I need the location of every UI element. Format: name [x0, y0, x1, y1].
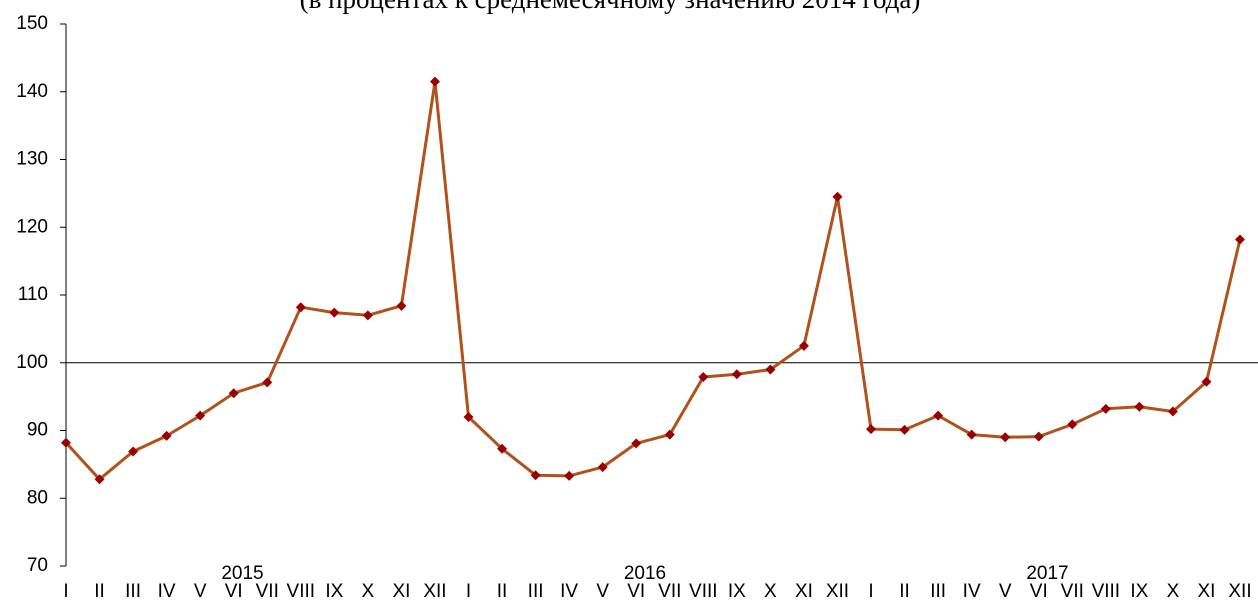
x-tick-label: IX	[1130, 581, 1148, 602]
data-marker	[564, 470, 575, 481]
x-tick-label: IV	[158, 581, 176, 602]
data-marker	[262, 377, 273, 388]
data-marker	[765, 364, 776, 375]
y-tick-label: 140	[16, 81, 48, 102]
x-group-label: 2017	[1026, 563, 1068, 584]
x-tick-label: X	[362, 581, 375, 602]
data-marker	[228, 388, 239, 399]
data-marker	[933, 410, 944, 421]
x-group-label: 2015	[221, 563, 263, 584]
data-marker	[798, 340, 809, 351]
x-tick-label: XII	[1228, 581, 1251, 602]
data-marker	[497, 443, 508, 454]
data-marker	[94, 474, 105, 485]
x-tick-label: VI	[225, 581, 243, 602]
x-tick-label: I	[63, 581, 68, 602]
x-tick-label: IV	[560, 581, 578, 602]
data-marker	[128, 446, 139, 457]
x-tick-label: XI	[392, 581, 410, 602]
x-tick-label: V	[194, 581, 207, 602]
y-tick-label: 80	[27, 487, 48, 508]
x-tick-label: X	[1167, 581, 1180, 602]
data-marker	[530, 470, 541, 481]
x-tick-label: XI	[795, 581, 813, 602]
x-tick-label: VI	[627, 581, 645, 602]
data-marker	[1235, 234, 1245, 245]
y-tick-label: 130	[16, 149, 48, 170]
y-tick-label: 90	[27, 420, 48, 441]
x-tick-label: III	[930, 581, 946, 602]
data-marker	[899, 424, 910, 435]
data-marker	[597, 462, 608, 473]
data-marker	[396, 300, 407, 311]
x-tick-label: VII	[256, 581, 279, 602]
data-marker	[631, 438, 642, 449]
x-tick-label: I	[868, 581, 873, 602]
chart-subtitle: (в процентах к среднемесячному значению …	[300, 0, 921, 14]
data-marker	[1067, 419, 1078, 430]
x-tick-label: VII	[1061, 581, 1084, 602]
data-marker	[329, 307, 340, 318]
y-tick-label: 70	[27, 555, 48, 576]
data-marker	[698, 371, 709, 382]
data-line	[64, 80, 1242, 481]
data-marker	[1100, 403, 1111, 414]
x-tick-label: XII	[423, 581, 446, 602]
y-tick-label: 100	[16, 352, 48, 373]
x-tick-label: II	[94, 581, 105, 602]
x-tick-label: III	[528, 581, 544, 602]
data-marker	[295, 302, 306, 313]
x-tick-label: V	[999, 581, 1012, 602]
data-marker	[1033, 431, 1044, 442]
x-tick-label: IX	[325, 581, 343, 602]
x-tick-label: VIII	[1092, 581, 1121, 602]
data-marker	[61, 437, 71, 448]
data-marker	[195, 410, 206, 421]
x-tick-label: X	[764, 581, 777, 602]
x-tick-label: III	[125, 581, 141, 602]
data-marker	[866, 424, 877, 435]
data-marker	[1167, 406, 1178, 417]
data-marker	[429, 76, 440, 87]
x-tick-label: IV	[963, 581, 981, 602]
y-tick-label: 110	[18, 284, 48, 305]
data-marker	[463, 411, 474, 422]
data-marker	[1134, 401, 1145, 412]
x-tick-label: VIII	[689, 581, 718, 602]
x-tick-label: XII	[826, 581, 849, 602]
x-tick-label: VII	[658, 581, 681, 602]
data-marker	[731, 369, 742, 380]
x-tick-label: VIII	[287, 581, 316, 602]
x-tick-label: VI	[1030, 581, 1048, 602]
y-tick-label: 120	[16, 216, 48, 237]
data-marker	[1000, 432, 1011, 443]
data-marker	[1201, 376, 1212, 387]
x-group-label: 2016	[624, 563, 666, 584]
x-tick-label: IX	[728, 581, 746, 602]
data-marker	[966, 429, 977, 440]
x-tick-label: XI	[1197, 581, 1215, 602]
x-tick-label: V	[596, 581, 609, 602]
y-tick-label: 150	[16, 13, 48, 34]
data-marker	[832, 191, 843, 202]
data-marker	[362, 310, 373, 321]
data-marker	[161, 430, 172, 441]
x-tick-label: II	[899, 581, 910, 602]
x-tick-label: II	[497, 581, 508, 602]
x-tick-label: I	[466, 581, 471, 602]
data-marker	[664, 429, 675, 440]
